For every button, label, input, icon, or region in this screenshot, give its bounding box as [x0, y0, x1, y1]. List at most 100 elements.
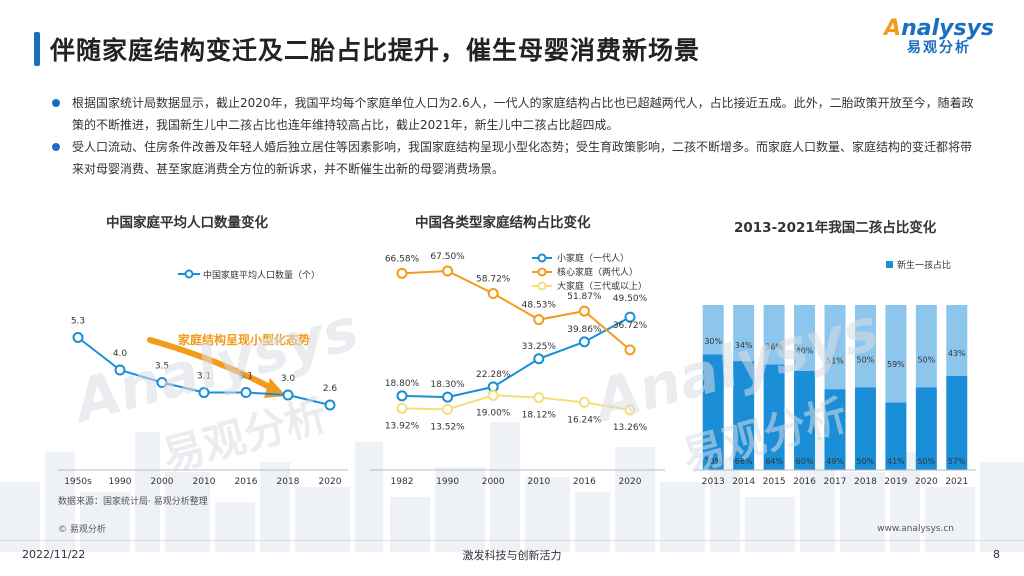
x-tick-label: 2014 — [732, 477, 755, 487]
data-point — [533, 314, 545, 326]
website-link[interactable]: www.analysys.cn — [877, 524, 954, 534]
bullet-item: 根据国家统计局数据显示，截止2020年，我国平均每个家庭单位人口为2.6人，一代… — [50, 92, 980, 136]
data-point — [282, 389, 294, 401]
data-point — [396, 402, 408, 414]
data-label: 41% — [887, 457, 905, 466]
data-label: 66.58% — [385, 254, 420, 264]
footer-slogan: 激发科技与创新活力 — [462, 549, 562, 562]
data-label: 34% — [735, 341, 753, 350]
bar-segment — [763, 305, 785, 365]
data-point — [156, 377, 168, 388]
bar-segment — [763, 364, 785, 470]
data-label: 18.30% — [430, 380, 465, 390]
trend-annotation: 家庭结构呈现小型化态势 — [178, 332, 310, 347]
legend-label: 小家庭（一代人） — [557, 252, 629, 264]
data-label: 3.1 — [197, 372, 211, 382]
x-tick-label: 2018 — [854, 477, 877, 487]
bar-segment — [946, 375, 968, 470]
data-point — [442, 403, 454, 415]
data-point — [396, 390, 408, 402]
data-point — [442, 265, 454, 277]
data-label: 3.5 — [155, 362, 169, 372]
series-line — [401, 316, 631, 399]
chart-family-structure: 1982 1990 2000 2010 2016 2020 小家庭（一代人） 核心家庭（两代人… — [370, 252, 665, 487]
data-label: 18.80% — [385, 379, 420, 389]
series-line — [401, 394, 631, 412]
bar-segment — [915, 305, 937, 388]
bar-segment — [885, 402, 907, 470]
legend-label: 新生一孩占比 — [897, 259, 951, 271]
data-label: 4.0 — [113, 349, 128, 359]
data-label: 51% — [826, 356, 844, 365]
title-accent-bar — [34, 32, 40, 66]
legend-swatch-marker — [537, 253, 547, 263]
brand-logo-en-rest: nalysys — [901, 16, 994, 41]
chart-household-size: 中国家庭平均人口数量（个） 家庭结构呈现小型化态势 1950s 1990 2000 201… — [58, 269, 348, 487]
x-tick-label: 1990 — [436, 477, 459, 487]
bar-segment — [702, 354, 724, 470]
data-label: 48.53% — [522, 301, 557, 311]
legend-swatch-marker — [537, 281, 547, 291]
x-tick-label: 2010 — [527, 477, 550, 487]
data-label: 50% — [857, 355, 875, 364]
data-label: 13.52% — [430, 422, 465, 432]
data-label: 57% — [948, 457, 966, 466]
brand-logo-cn: 易观分析 — [907, 40, 972, 56]
x-tick-label: 2018 — [277, 477, 300, 487]
footer-divider — [0, 540, 1024, 541]
data-label: 36% — [765, 343, 783, 352]
legend-label: 大家庭（三代或以上） — [557, 280, 647, 292]
x-tick-label: 2000 — [482, 477, 505, 487]
data-point — [487, 288, 499, 300]
bar-segment — [946, 305, 968, 376]
bar-segment — [824, 305, 846, 390]
data-point — [442, 391, 454, 403]
bar-segment — [824, 389, 846, 470]
bar-segment — [702, 305, 724, 355]
chart1-title: 中国家庭平均人口数量变化 — [106, 215, 268, 231]
data-label: 13.26% — [613, 423, 648, 433]
data-label: 50% — [917, 355, 935, 364]
chart2-title: 中国各类型家庭结构占比变化 — [415, 215, 591, 231]
data-point — [198, 387, 210, 398]
legend-swatch-marker — [184, 269, 194, 279]
bullet-item: 受人口流动、住房条件改善及年轻人婚后独立居住等因素影响，我国家庭结构呈现小型化态… — [50, 136, 980, 180]
data-point — [324, 399, 336, 411]
x-tick-label: 2016 — [235, 477, 258, 487]
bar-segment — [854, 305, 876, 388]
legend-swatch-marker — [537, 267, 547, 277]
page-number: 8 — [993, 548, 1000, 561]
bar-segment — [733, 305, 755, 362]
data-label: 70% — [704, 457, 722, 466]
brand-logo-en: Analysys — [884, 16, 994, 41]
x-tick-label: 2019 — [884, 477, 907, 487]
data-label: 59% — [887, 360, 905, 369]
data-point — [396, 267, 408, 279]
data-point — [533, 353, 545, 365]
data-label: 50% — [857, 457, 875, 466]
bullet-list: 根据国家统计局数据显示，截止2020年，我国平均每个家庭单位人口为2.6人，一代… — [50, 92, 980, 180]
brand-logo-en-a: A — [884, 16, 902, 41]
data-source-note: 数据来源：国家统计局· 易观分析整理 — [58, 497, 208, 507]
bar-segment — [794, 305, 816, 371]
x-tick-label: 2010 — [193, 477, 216, 487]
data-label: 64% — [765, 457, 783, 466]
data-label: 33.25% — [522, 342, 557, 352]
data-point — [578, 336, 590, 348]
data-label: 67.50% — [430, 252, 465, 262]
data-point — [578, 396, 590, 408]
trend-arrow — [147, 337, 278, 393]
x-tick-label: 1982 — [391, 477, 414, 487]
data-label: 16.24% — [567, 415, 602, 425]
x-tick-label: 2017 — [824, 477, 847, 487]
chart3-title: 2013-2021年我国二孩占比变化 — [734, 220, 937, 236]
data-label: 5.3 — [71, 317, 85, 327]
page-title: 伴随家庭结构变迁及二胎占比提升，催生母婴消费新场景 — [50, 36, 701, 65]
bar-segment — [733, 361, 755, 470]
x-tick-label: 2015 — [763, 477, 786, 487]
data-label: 51.87% — [567, 292, 602, 302]
chart-second-child: 新生一孩占比 70% 30% 2013 66% 34% 2014 64% 36% 2015 60% 4… — [694, 259, 976, 487]
x-tick-label: 2016 — [573, 477, 596, 487]
data-label: 18.12% — [522, 411, 557, 421]
data-point — [624, 344, 636, 356]
